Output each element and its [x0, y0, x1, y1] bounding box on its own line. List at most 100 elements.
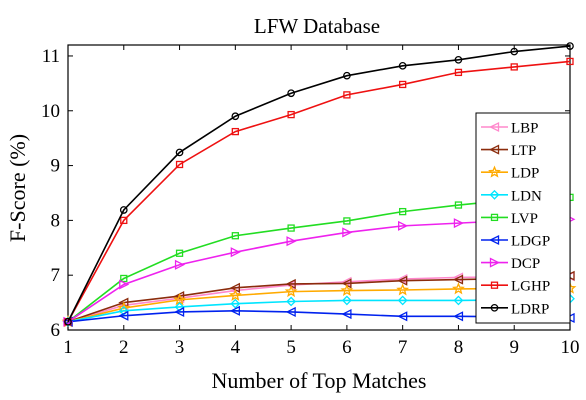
data-point-ldn: [118, 305, 129, 316]
data-point-ldn: [397, 295, 408, 306]
data-point-ldp: [228, 288, 242, 301]
legend-marker-lvp: [490, 213, 499, 222]
legend-label-lvp: LVP: [511, 211, 538, 227]
data-point-ldn: [453, 295, 464, 306]
data-point-dcp: [174, 259, 186, 270]
legend-label-ldp: LDP: [511, 166, 539, 182]
data-point-ldgp: [174, 306, 185, 317]
x-tick-label: 3: [175, 337, 185, 358]
data-point-lghp: [343, 91, 351, 99]
data-point-dcp: [119, 279, 130, 290]
data-point-ldgp: [229, 305, 240, 316]
y-tick-label: 11: [42, 46, 60, 67]
data-point-ldrp: [398, 61, 407, 70]
data-point-lvp: [175, 249, 184, 257]
legend-marker-ldn: [489, 189, 500, 200]
data-point-dcp: [286, 236, 297, 247]
data-point-ldrp: [343, 71, 351, 80]
x-tick-label: 2: [119, 337, 129, 358]
data-point-lghp: [120, 216, 128, 225]
data-point-ldp: [452, 282, 465, 295]
data-point-ldgp: [118, 310, 129, 321]
series-line-ldrp: [67, 45, 571, 323]
data-point-ldrp: [454, 55, 463, 64]
x-tick-label: 10: [561, 337, 580, 358]
legend-item-lghp: LGHP: [481, 279, 550, 295]
x-tick-label: 9: [509, 337, 519, 358]
legend-item-lbp: LBP: [481, 121, 539, 137]
data-point-lvp: [120, 274, 128, 283]
data-point-ldn: [341, 295, 352, 306]
axis-ticks: 1 2 3 4 5 6 7 8 9 10 6 7 8 9 10 11: [41, 45, 580, 358]
legend-marker-ldp: [488, 165, 501, 178]
data-point-dcp: [230, 247, 241, 258]
data-point-ldgp: [452, 311, 464, 322]
data-point-lvp: [454, 201, 463, 209]
legend-label-lbp: LBP: [511, 121, 539, 137]
y-tick-label: 8: [51, 210, 61, 231]
data-point-lvp: [231, 232, 239, 240]
data-point-ldrp: [566, 42, 574, 50]
series-lghp: [64, 57, 574, 326]
x-tick-label: 4: [231, 337, 241, 358]
data-point-dcp: [63, 316, 74, 327]
data-point-ldrp: [287, 89, 295, 98]
legend-label-ldgp: LDGP: [511, 234, 550, 250]
legend-item-lvp: LVP: [481, 211, 538, 227]
data-point-ldrp: [119, 206, 128, 214]
data-point-ldrp: [510, 47, 519, 56]
x-tick-label: 6: [342, 337, 352, 358]
data-point-ldgp: [397, 311, 408, 322]
data-point-ldn: [174, 302, 185, 312]
x-tick-label: 7: [398, 337, 408, 358]
y-tick-label: 9: [51, 156, 61, 177]
data-point-lghp: [399, 80, 407, 89]
series-line-lghp: [67, 60, 571, 323]
data-point-ldrp: [64, 317, 72, 326]
legend-item-ldp: LDP: [481, 165, 539, 182]
data-point-lvp: [399, 207, 407, 216]
data-point-ldrp: [231, 112, 240, 121]
data-point-dcp: [453, 218, 464, 229]
x-tick-label: 1: [63, 337, 73, 358]
data-point-ldp: [396, 283, 410, 296]
data-point-ldgp: [285, 306, 296, 317]
data-point-ldp: [173, 293, 186, 306]
y-axis-label: F-Score (%): [5, 134, 30, 242]
legend-item-ldrp: LDRP: [481, 301, 549, 317]
legend-marker-ldrp: [490, 303, 499, 312]
chart-title: LFW Database: [254, 14, 380, 38]
x-tick-label: 8: [454, 337, 464, 358]
legend-label-ldrp: LDRP: [511, 301, 549, 317]
data-point-ldp: [284, 284, 298, 298]
data-point-ltp: [452, 274, 464, 285]
y-tick-label: 7: [51, 265, 61, 286]
data-point-ldgp: [341, 309, 352, 320]
legend-label-dcp: DCP: [511, 256, 540, 272]
data-point-lghp: [566, 57, 574, 66]
legend-marker-ltp: [489, 144, 500, 155]
data-point-ldrp: [175, 148, 184, 157]
data-point-ltp: [397, 275, 408, 286]
legend-item-ldgp: LDGP: [481, 234, 550, 250]
series-ldrp: [64, 42, 574, 326]
data-point-ldn: [230, 298, 241, 309]
y-tick-label: 10: [41, 101, 60, 122]
legend-label-ltp: LTP: [511, 143, 536, 159]
data-point-ldn: [286, 296, 297, 307]
data-point-lvp: [343, 217, 351, 225]
legend-marker-lbp: [489, 121, 500, 133]
data-point-lghp: [175, 160, 184, 169]
data-point-lghp: [510, 63, 518, 71]
legend: LBP LTP LDP LDN LVP LDGP DCP LGHP LDRP: [475, 112, 571, 324]
data-point-lghp: [287, 110, 295, 119]
data-point-lvp: [287, 224, 295, 232]
legend-marker-dcp: [489, 257, 500, 268]
x-tick-label: 5: [286, 337, 296, 358]
data-point-dcp: [398, 220, 409, 231]
legend-marker-ldgp: [489, 234, 500, 246]
legend-marker-lghp: [490, 281, 499, 289]
data-point-dcp: [342, 227, 353, 238]
legend-item-ldn: LDN: [481, 188, 542, 204]
